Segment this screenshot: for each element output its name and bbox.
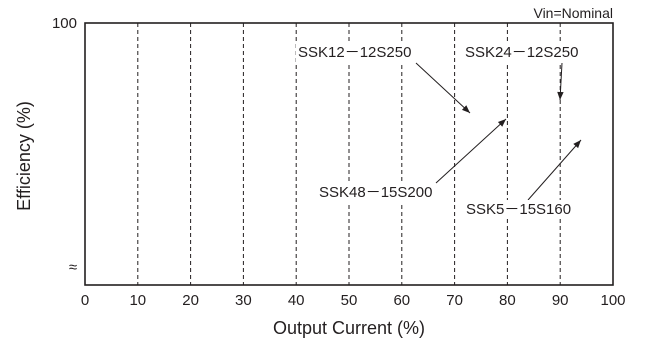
label-ssk48-15s200-arrowhead [497,119,506,127]
condition-note: Vin=Nominal [533,5,613,21]
x-tick-label: 40 [288,292,305,309]
x-tick-label: 10 [129,292,146,309]
axis-break-mark: ≈ [69,259,77,276]
label-ssk24-12s250-background [463,43,581,62]
label-ssk48-15s200-background [317,183,435,202]
y-tick-label: 100 [52,15,77,32]
label-ssk5-15s160-leader [527,139,582,201]
label-ssk12-12s250: SSK12－12S250 [298,44,411,61]
x-tick-label: 20 [182,292,199,309]
label-ssk48-15s200-leader [435,118,507,184]
label-ssk24-12s250-arrowhead [557,91,564,100]
y-axis-title: Efficiency (%) [14,101,34,211]
label-ssk24-12s250: SSK24－12S250 [465,44,578,61]
label-ssk5-15s160: SSK5－15S160 [466,201,571,218]
x-tick-label: 60 [393,292,410,309]
grid-lines [137,23,561,285]
label-ssk12-12s250-leader [415,62,471,114]
label-ssk5-15s160-background [464,200,574,219]
x-tick-label: 70 [446,292,463,309]
x-tick-label: 0 [81,292,89,309]
annotation-leaders [415,62,582,201]
x-tick-label: 30 [235,292,252,309]
label-ssk12-12s250-background [296,43,414,62]
label-ssk48-15s200: SSK48－15S200 [319,184,432,201]
x-tick-label: 80 [499,292,516,309]
label-ssk5-15s160-arrowhead [573,140,581,149]
tick-labels: 0102030405060708090100405060708090100 [52,15,626,309]
x-tick-label: 50 [341,292,358,309]
x-axis-title: Output Current (%) [273,318,425,338]
plot-frame [84,22,614,286]
series-labels: SSK12－12S250 SSK24－12S250 SSK48－15S200 SSK5… [296,43,581,219]
x-tick-label: 90 [552,292,569,309]
label-ssk12-12s250-arrowhead [461,105,470,113]
x-tick-label: 100 [600,292,625,309]
